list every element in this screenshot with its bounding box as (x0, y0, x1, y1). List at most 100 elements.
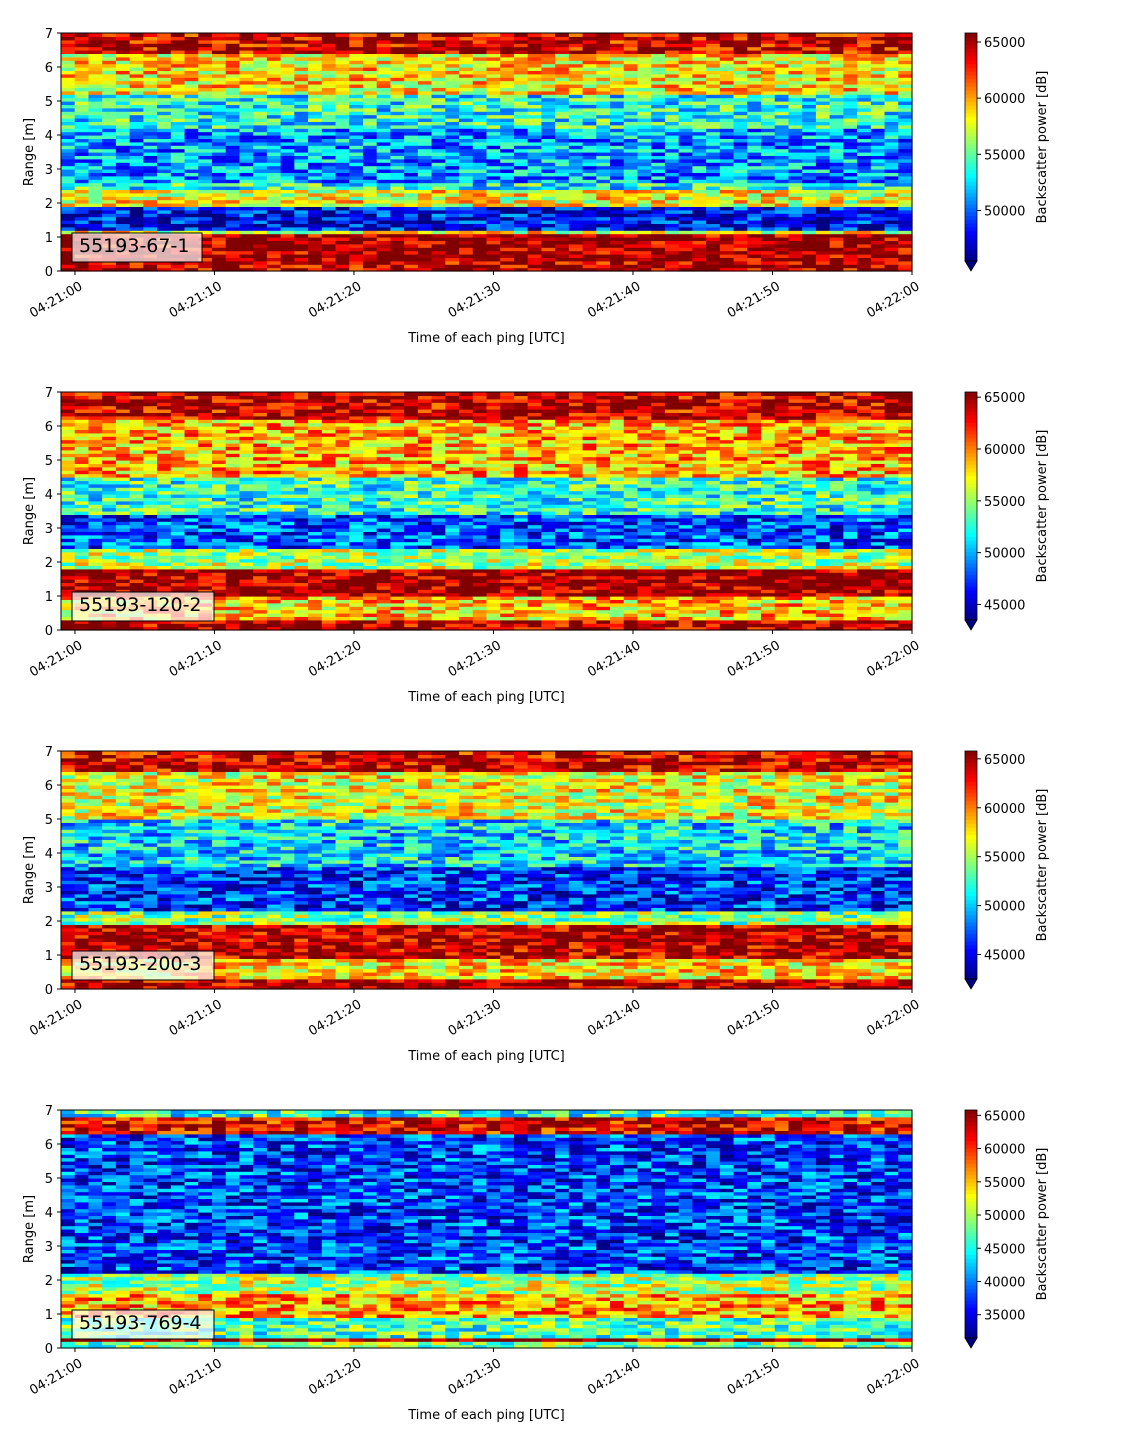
y-tick-label: 3 (45, 881, 53, 896)
colorbar-tick-label: 55000 (984, 851, 1025, 866)
y-tick-label: 2 (45, 1274, 53, 1289)
annotation-box (71, 232, 203, 263)
annotation-text: 55193-67-1 (79, 235, 189, 257)
axes-frame (60, 1109, 913, 1349)
colorbar-tick-label: 45000 (984, 949, 1025, 964)
annotation-box (71, 1309, 215, 1340)
y-axis-label: Range [m] (22, 118, 37, 186)
y-tick-label: 0 (45, 983, 53, 998)
x-axis-label: Time of each ping [UTC] (407, 1049, 565, 1064)
colorbar-tick-label: 65000 (984, 391, 1025, 406)
x-tick-label: 04:21:00 (27, 1356, 85, 1398)
y-tick-label: 3 (45, 163, 53, 178)
y-tick-label: 4 (45, 847, 53, 862)
x-tick-label: 04:21:50 (725, 997, 783, 1039)
colorbar-tick-label: 60000 (984, 1143, 1025, 1158)
panel-4: 0 1 2 3 4 5 6 7 04:21:00 04:21:10 04:21:20 04:21:30… (22, 1104, 1050, 1423)
x-tick-label: 04:22:00 (864, 997, 922, 1039)
x-tick-label: 04:21:20 (306, 638, 364, 680)
y-tick-label: 2 (45, 556, 53, 571)
axes-frame (60, 750, 913, 990)
x-tick-label: 04:21:40 (585, 997, 643, 1039)
x-tick-label: 04:21:50 (725, 279, 783, 321)
colorbar-tick-label: 45000 (984, 598, 1025, 613)
panel-annotation: 55193-769-4 (71, 1309, 215, 1340)
y-tick-label: 6 (45, 779, 53, 794)
x-tick-label: 04:21:40 (585, 1356, 643, 1398)
annotation-text: 55193-769-4 (79, 1312, 202, 1334)
colorbar-4: 35000 40000 45000 50000 55000 60000 65000 Backs… (964, 1109, 1050, 1349)
colorbar-tick-label: 50000 (984, 547, 1025, 562)
colorbar-tick-label: 55000 (984, 1176, 1025, 1191)
colorbar-tick-label: 50000 (984, 204, 1025, 219)
colorbar-extend-arrow (964, 978, 978, 990)
colorbar-extend-arrow (964, 1337, 978, 1349)
heatmap-1 (61, 33, 913, 272)
colorbar-tick-label: 60000 (984, 443, 1025, 458)
x-axis-label: Time of each ping [UTC] (407, 1408, 565, 1423)
annotation-text: 55193-200-3 (79, 953, 202, 975)
colorbar-label: Backscatter power [dB] (1035, 1148, 1050, 1301)
y-axis-label: Range [m] (22, 836, 37, 904)
y-tick-label: 5 (45, 1172, 53, 1187)
y-tick-label: 4 (45, 488, 53, 503)
x-axis-label: Time of each ping [UTC] (407, 690, 565, 705)
y-tick-label: 1 (45, 949, 53, 964)
colorbar-tick-label: 55000 (984, 495, 1025, 510)
annotation-text: 55193-120-2 (79, 594, 202, 616)
axes-frame (60, 32, 913, 272)
y-tick-label: 6 (45, 420, 53, 435)
y-tick-label: 5 (45, 813, 53, 828)
y-tick-label: 2 (45, 197, 53, 212)
y-tick-label: 1 (45, 231, 53, 246)
colorbar-extend-arrow (964, 260, 978, 272)
heatmap-2 (61, 392, 913, 631)
x-tick-label: 04:22:00 (864, 279, 922, 321)
x-tick-label: 04:21:00 (27, 279, 85, 321)
y-tick-label: 7 (45, 386, 53, 401)
y-tick-label: 0 (45, 265, 53, 280)
colorbar-tick-label: 65000 (984, 1109, 1025, 1124)
y-tick-label: 0 (45, 1342, 53, 1357)
y-tick-label: 4 (45, 129, 53, 144)
colorbar-tick-label: 65000 (984, 753, 1025, 768)
colorbar-tick-label: 60000 (984, 92, 1025, 107)
x-tick-label: 04:21:10 (167, 1356, 225, 1398)
x-tick-label: 04:21:40 (585, 638, 643, 680)
colorbar-1: 50000 55000 60000 65000 Backscatter power [d… (964, 32, 1050, 272)
x-tick-label: 04:21:30 (446, 997, 504, 1039)
colorbar-tick-label: 40000 (984, 1275, 1025, 1290)
panel-annotation: 55193-67-1 (71, 232, 203, 263)
y-axis-label: Range [m] (22, 1195, 37, 1263)
colorbar-tick-label: 35000 (984, 1309, 1025, 1324)
panel-2: 0 1 2 3 4 5 6 7 04:21:00 04:21:10 04:21:20 04:21:30… (22, 386, 1050, 705)
x-tick-label: 04:21:00 (27, 638, 85, 680)
heatmap-4 (61, 1110, 913, 1349)
colorbar-label: Backscatter power [dB] (1035, 789, 1050, 942)
x-tick-label: 04:21:30 (446, 638, 504, 680)
colorbar-extend-arrow (964, 619, 978, 631)
y-tick-label: 0 (45, 624, 53, 639)
x-tick-label: 04:21:30 (446, 1356, 504, 1398)
colorbar-3: 45000 50000 55000 60000 65000 Backscatter pow… (964, 750, 1050, 990)
panel-annotation: 55193-120-2 (71, 591, 215, 622)
colorbar-tick-label: 50000 (984, 900, 1025, 915)
axes-frame (60, 391, 913, 631)
y-tick-label: 1 (45, 590, 53, 605)
y-tick-label: 6 (45, 1138, 53, 1153)
x-tick-label: 04:21:50 (725, 638, 783, 680)
y-tick-label: 5 (45, 454, 53, 469)
y-tick-label: 7 (45, 27, 53, 42)
y-tick-label: 7 (45, 745, 53, 760)
panel-annotation: 55193-200-3 (71, 950, 215, 981)
y-tick-label: 6 (45, 61, 53, 76)
annotation-box (71, 591, 215, 622)
y-tick-label: 5 (45, 95, 53, 110)
x-tick-label: 04:21:20 (306, 1356, 364, 1398)
x-tick-label: 04:21:30 (446, 279, 504, 321)
colorbar-label: Backscatter power [dB] (1035, 430, 1050, 583)
panel-3: 0 1 2 3 4 5 6 7 04:21:00 04:21:10 04:21:20 04:21:30… (22, 745, 1050, 1064)
x-tick-label: 04:21:40 (585, 279, 643, 321)
colorbar-tick-label: 65000 (984, 36, 1025, 51)
